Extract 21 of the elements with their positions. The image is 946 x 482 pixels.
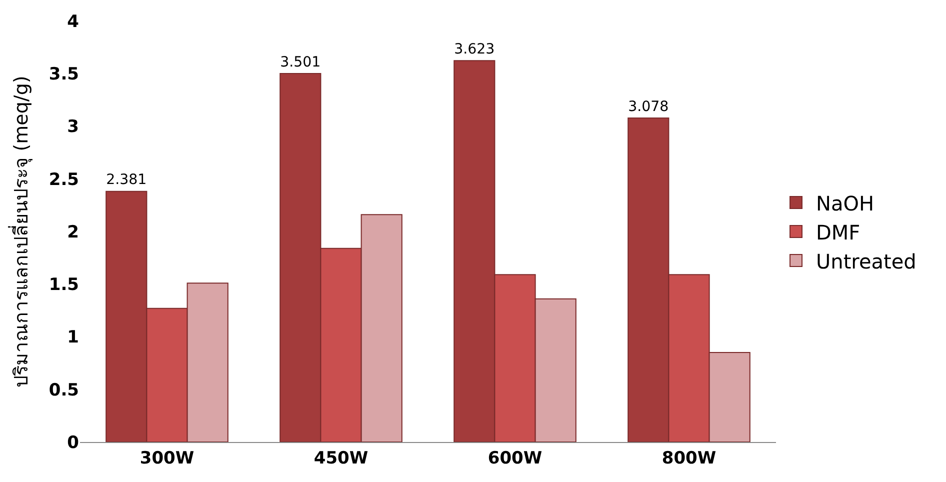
y-tick-label: 0.5 bbox=[48, 380, 79, 400]
legend-label: NaOH bbox=[816, 191, 874, 216]
x-tick-label: 600W bbox=[488, 448, 542, 468]
y-tick-label: 1 bbox=[67, 328, 79, 348]
data-label: 3.078 bbox=[628, 98, 669, 115]
y-tick-label: 0 bbox=[67, 432, 80, 453]
data-label: 2.381 bbox=[106, 172, 147, 188]
y-tick-label: 3 bbox=[67, 117, 79, 138]
data-label: 3.623 bbox=[454, 42, 495, 58]
y-axis-title: ปริมาณการแลกเปลี่ยนประจุ (meq/g) bbox=[8, 76, 34, 388]
x-tick-label: 450W bbox=[314, 448, 368, 468]
x-tick-label: 800W bbox=[662, 448, 716, 468]
y-tick-label: 2.5 bbox=[48, 170, 79, 190]
legend-label: DMF bbox=[816, 220, 860, 244]
x-tick-label: 300W bbox=[140, 448, 194, 468]
data-label: 3.501 bbox=[280, 54, 321, 70]
legend-label: Untreated bbox=[816, 249, 916, 274]
y-tick-label: 1.5 bbox=[48, 275, 79, 296]
y-tick-label: 2 bbox=[67, 222, 79, 242]
y-tick-label: 4 bbox=[67, 12, 80, 32]
y-tick-label: 3.5 bbox=[48, 64, 79, 85]
